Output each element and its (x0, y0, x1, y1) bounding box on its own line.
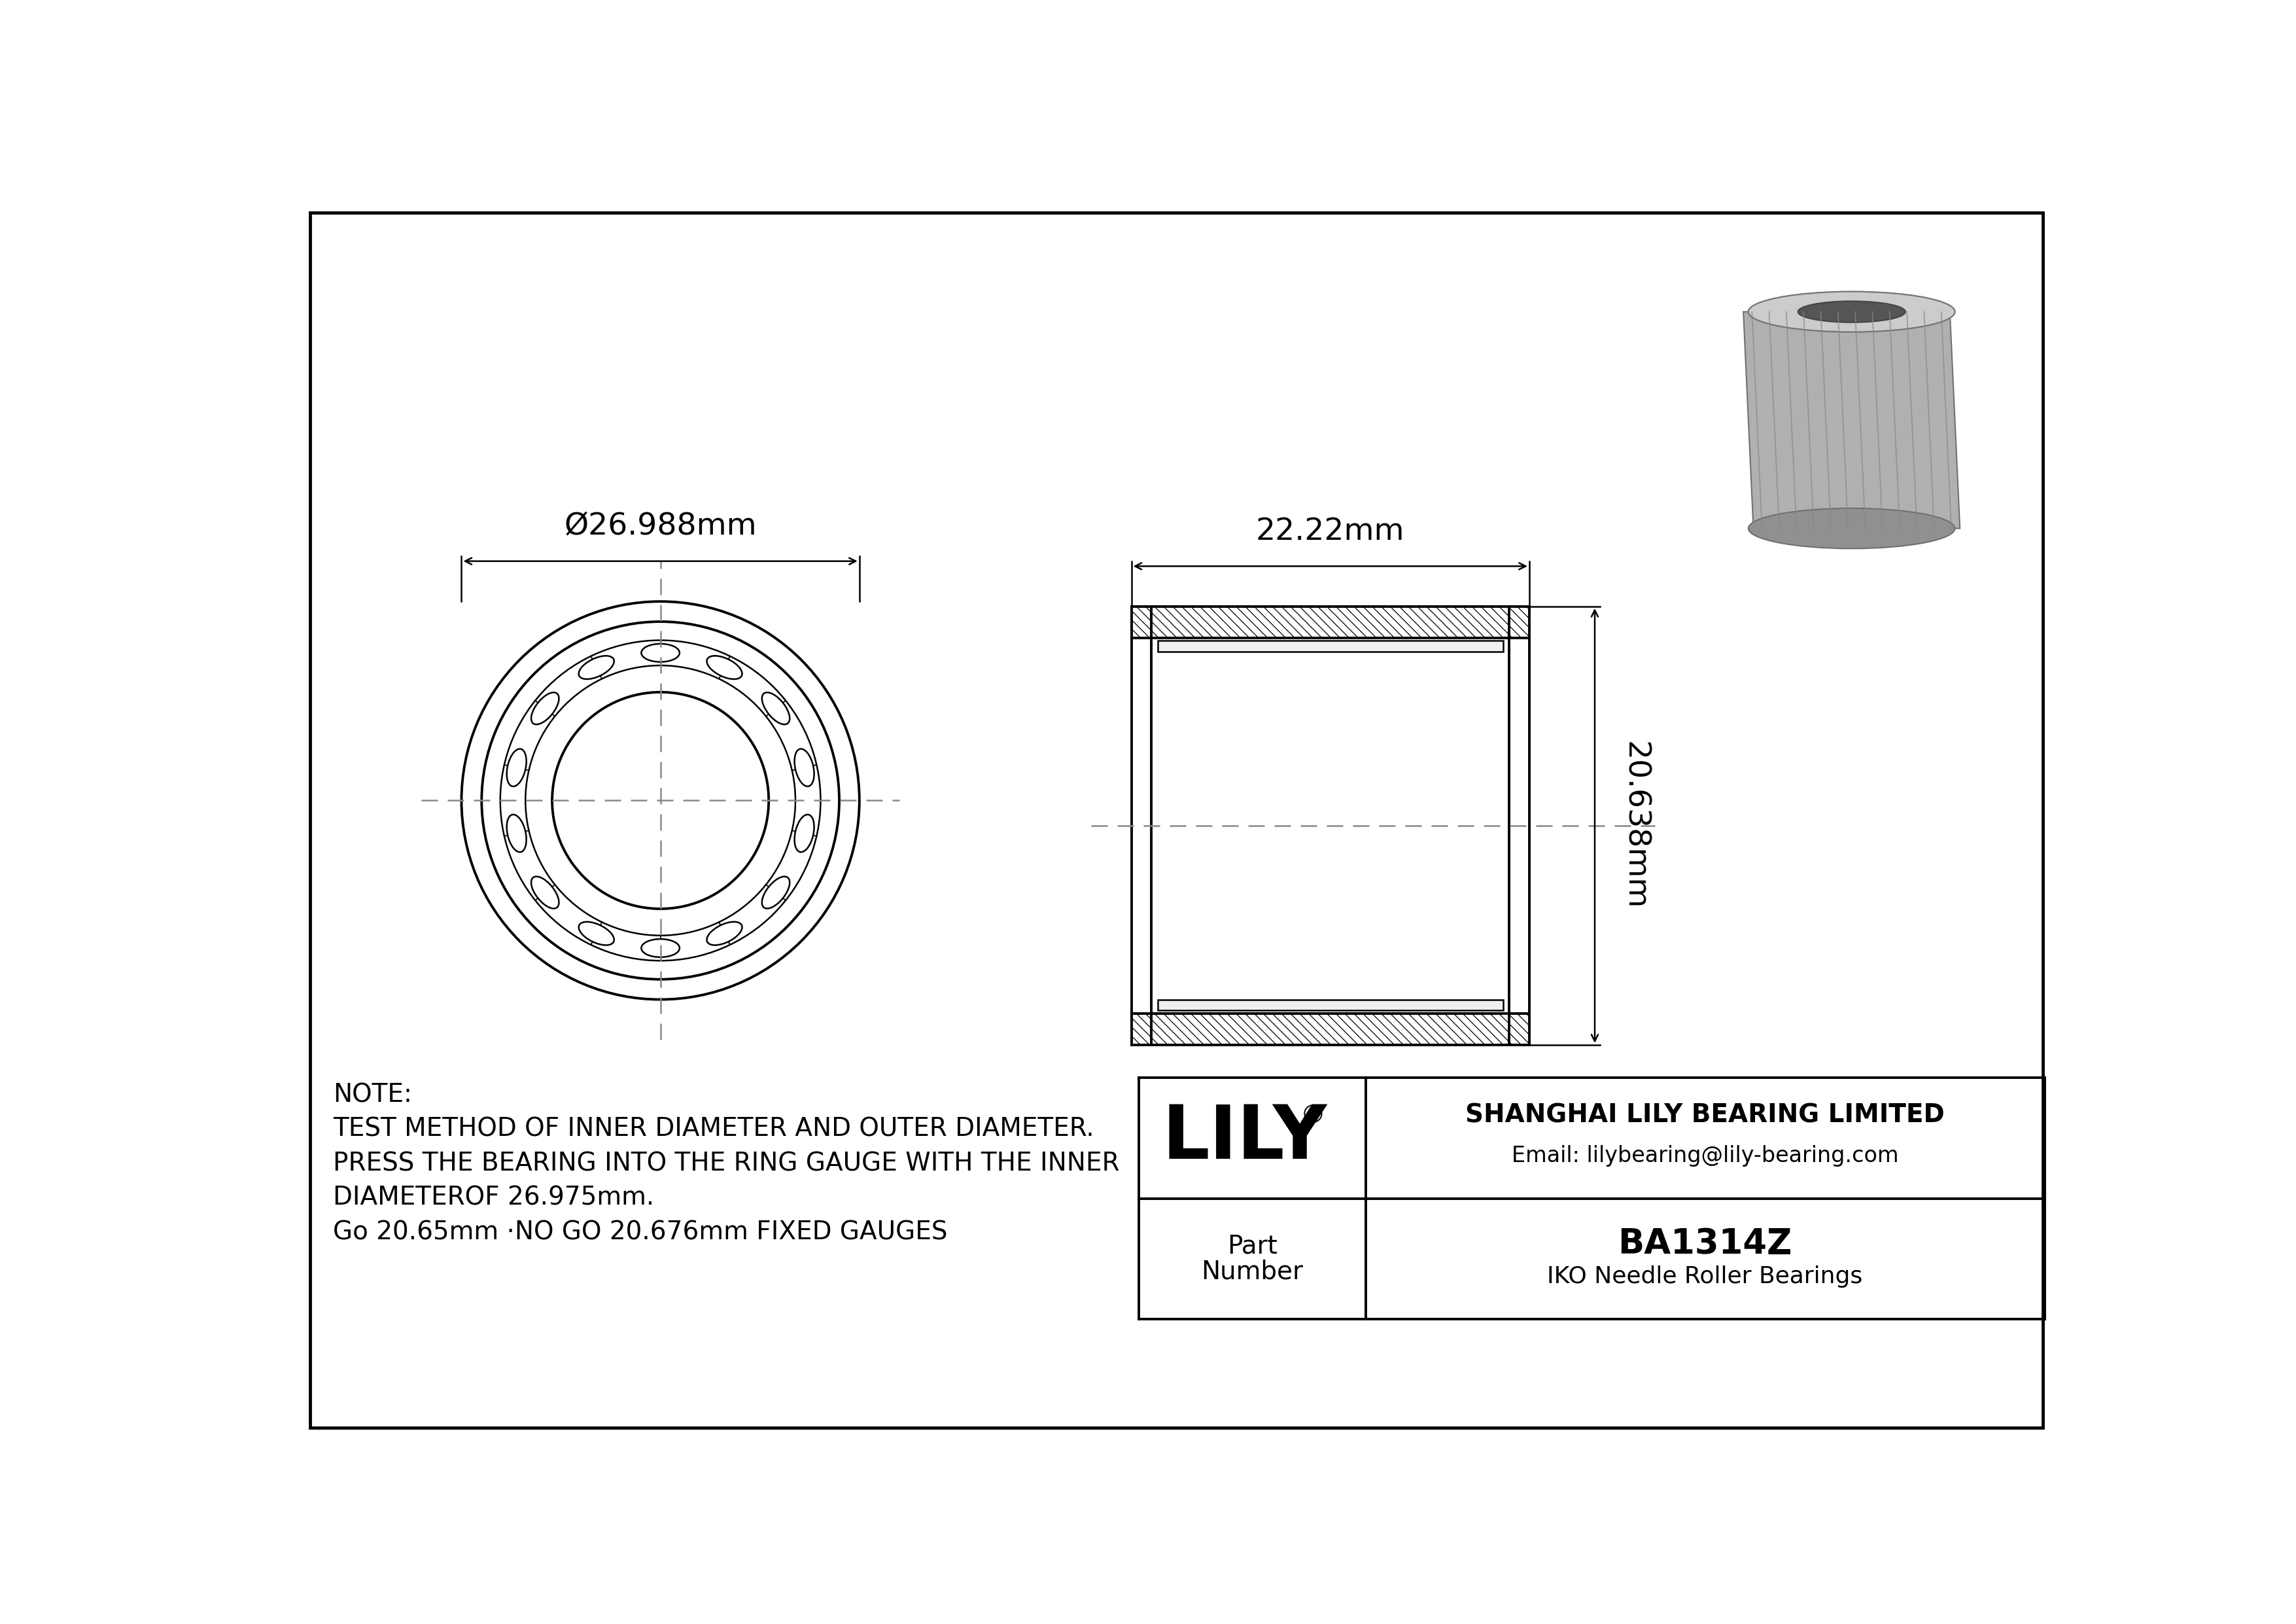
Text: Email: lilybearing@lily-bearing.com: Email: lilybearing@lily-bearing.com (1511, 1145, 1899, 1166)
Ellipse shape (1798, 300, 1906, 322)
Ellipse shape (1747, 508, 1954, 549)
Text: DIAMETEROF 26.975mm.: DIAMETEROF 26.975mm. (333, 1186, 654, 1210)
Bar (1157, 999, 1504, 1010)
Ellipse shape (1747, 292, 1954, 331)
Text: ®: ® (1300, 1103, 1325, 1127)
Bar (1157, 641, 1504, 651)
Text: TEST METHOD OF INNER DIAMETER AND OUTER DIAMETER.: TEST METHOD OF INNER DIAMETER AND OUTER … (333, 1117, 1095, 1142)
Text: Number: Number (1201, 1259, 1304, 1285)
Text: 22.22mm: 22.22mm (1256, 516, 1405, 546)
Text: SHANGHAI LILY BEARING LIMITED: SHANGHAI LILY BEARING LIMITED (1465, 1103, 1945, 1127)
Text: PRESS THE BEARING INTO THE RING GAUGE WITH THE INNER: PRESS THE BEARING INTO THE RING GAUGE WI… (333, 1151, 1120, 1176)
Ellipse shape (1798, 300, 1906, 322)
Polygon shape (1743, 312, 1961, 528)
Text: IKO Needle Roller Bearings: IKO Needle Roller Bearings (1548, 1265, 1862, 1288)
Ellipse shape (1747, 292, 1954, 331)
Text: BA1314Z: BA1314Z (1619, 1226, 1793, 1260)
Text: LILY: LILY (1162, 1101, 1327, 1174)
Text: NOTE:: NOTE: (333, 1083, 413, 1108)
Text: Part: Part (1226, 1234, 1277, 1259)
Text: 20.638mm: 20.638mm (1621, 742, 1649, 909)
Text: Ø26.988mm: Ø26.988mm (565, 512, 758, 541)
Text: Go 20.65mm ·NO GO 20.676mm FIXED GAUGES: Go 20.65mm ·NO GO 20.676mm FIXED GAUGES (333, 1220, 948, 1244)
